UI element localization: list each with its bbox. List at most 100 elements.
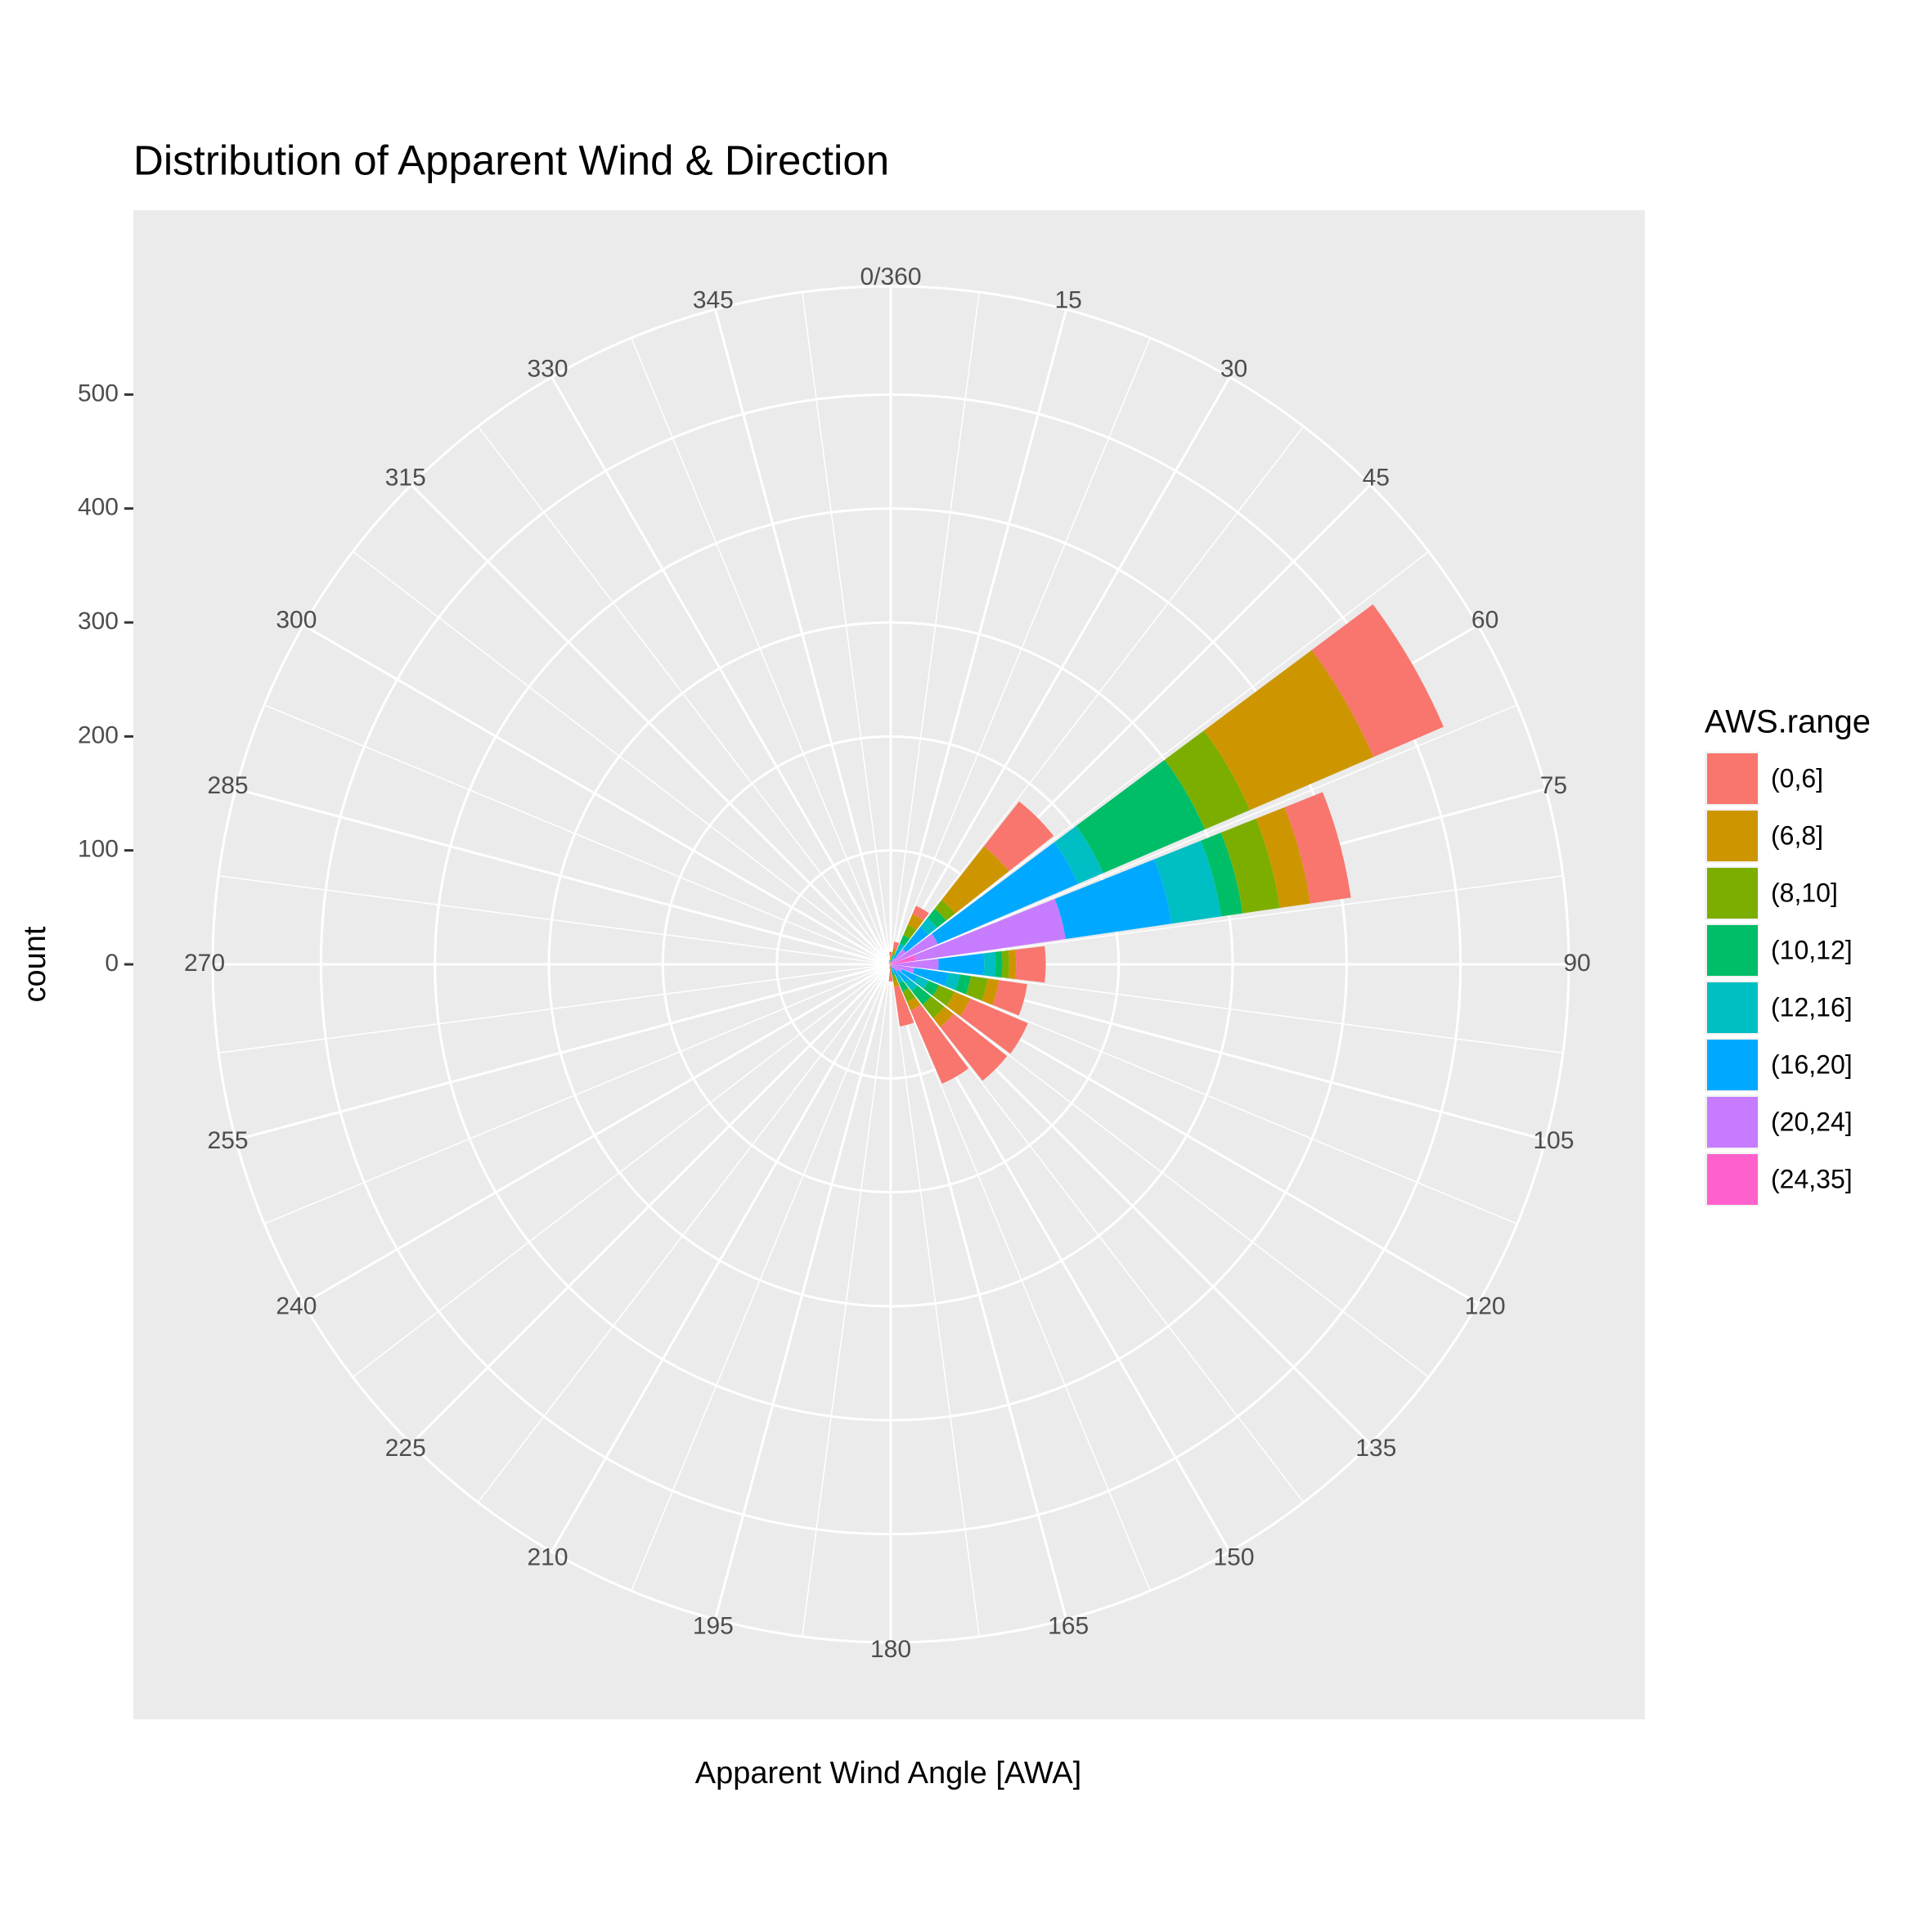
angle-label: 315 [385, 465, 426, 492]
bar-segment [902, 988, 916, 1003]
spoke [889, 964, 1068, 1620]
legend-swatch [1707, 868, 1758, 919]
y-tick-label: 300 [78, 608, 119, 635]
bar-segment [891, 966, 893, 970]
angle-label: 30 [1220, 355, 1247, 382]
bar-segment [891, 964, 898, 972]
bar-segment [992, 980, 1027, 1016]
bar-segment [890, 968, 892, 970]
spoke [410, 963, 892, 1445]
bar-segment [912, 905, 929, 921]
labels: 0/360 15 30 45 60 75 90 105 120 135 150 165 180 195 21… [78, 263, 1591, 1663]
y-axis-title: count [18, 926, 52, 1002]
angle-label: 180 [870, 1636, 911, 1663]
bar-segment [891, 960, 896, 964]
spoke [889, 308, 1068, 965]
spoke [550, 964, 892, 1552]
bar-segment [888, 963, 891, 964]
angle-label: 255 [208, 1127, 249, 1154]
bar-segment [914, 976, 929, 990]
bar-segment [896, 943, 905, 952]
bar-segment [906, 997, 921, 1011]
spoke [550, 376, 892, 965]
angle-label: 270 [184, 950, 225, 977]
bar-segment [965, 976, 988, 1001]
bar-segment [914, 898, 1066, 961]
angle-label: 240 [276, 1292, 317, 1319]
angle-label: 195 [693, 1612, 734, 1639]
legend-swatch [1707, 811, 1758, 861]
bar-segment [946, 991, 971, 1017]
legend-swatch [1707, 753, 1758, 804]
angle-label: 330 [527, 355, 568, 382]
legend-swatch [1707, 1154, 1758, 1205]
angle-label: 165 [1048, 1612, 1089, 1639]
bar-segment [890, 959, 892, 961]
bar-segment [1203, 649, 1374, 811]
bar-segment [959, 998, 1028, 1054]
bar-segment [895, 933, 938, 963]
y-tick-label: 100 [78, 836, 119, 863]
bar-segment [902, 927, 928, 953]
bar-segment [899, 935, 910, 946]
angle-label: 75 [1540, 772, 1567, 799]
spoke [410, 483, 892, 966]
bar-segment [901, 969, 919, 982]
bar-segment [889, 964, 891, 966]
legend-label: (16,20] [1771, 1049, 1853, 1079]
angle-label: 60 [1471, 606, 1498, 633]
bar-segment [892, 974, 897, 982]
bar-segment [892, 980, 900, 987]
bar-segment [1154, 840, 1222, 924]
bar-segment [892, 964, 903, 973]
angle-label: 90 [1563, 950, 1590, 977]
x-axis-title: Apparent Wind Angle [AWA] [695, 1756, 1081, 1790]
bar-segment [932, 1006, 954, 1027]
bar-segment [892, 948, 897, 953]
bar-segment [927, 909, 946, 928]
bar-segment [1001, 950, 1009, 979]
angle-label: 45 [1363, 465, 1390, 492]
bar-segment [889, 964, 891, 965]
bar-segment [920, 918, 937, 935]
legend-swatch [1707, 1040, 1758, 1090]
bars [888, 604, 1444, 1084]
bar-segment [891, 958, 896, 964]
bar-segment [891, 964, 892, 966]
bar-segment [983, 801, 1054, 872]
bar-segment [922, 995, 945, 1018]
legend-swatch [1707, 925, 1758, 976]
bar-segment [932, 985, 955, 1006]
bar-segment [1054, 859, 1172, 940]
y-tick-label: 0 [105, 950, 119, 977]
bar-segment [1008, 949, 1017, 980]
bar-segment [891, 959, 893, 963]
bar-segment [892, 941, 900, 950]
bar-segment [892, 949, 906, 964]
spoke [303, 624, 892, 966]
bar-segment [995, 950, 1003, 978]
bar-segment [890, 965, 892, 967]
bar-segment [892, 972, 896, 976]
bar-segment [892, 959, 939, 970]
angle-label: 135 [1355, 1435, 1396, 1462]
bar-segment [891, 964, 892, 965]
bar-segment [890, 966, 892, 968]
bar-segment [1256, 806, 1310, 909]
bar-segment [923, 980, 939, 996]
bar-segment [1015, 946, 1046, 983]
spoke [235, 787, 892, 966]
y-tick-label: 500 [78, 380, 119, 407]
bar-segment [890, 962, 892, 964]
bar-segment [982, 978, 1000, 1005]
spoke [235, 963, 892, 1142]
spoke [713, 964, 892, 1620]
angle-label: 105 [1533, 1127, 1574, 1154]
bar-segment [893, 985, 914, 1027]
angle-label: 15 [1054, 287, 1081, 314]
bar-segment [891, 969, 894, 973]
bar-segment [907, 914, 924, 930]
y-tick-label: 400 [78, 494, 119, 521]
bar-segment [892, 955, 895, 959]
spoke [889, 376, 1231, 965]
